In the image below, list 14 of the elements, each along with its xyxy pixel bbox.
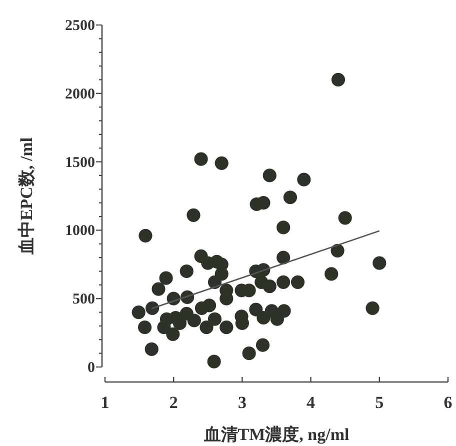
y-tick-label: 1500 [65,154,95,171]
x-tick-label: 1 [100,393,110,412]
y-tick-label: 2500 [65,18,95,34]
y-tick-label: 500 [72,292,95,308]
x-tick-label: 3 [238,393,246,412]
x-tick-label: 5 [375,393,384,412]
x-tick-label: 2 [169,393,178,412]
y-tick-label: 1000 [65,223,95,240]
x-tick-label: 4 [306,393,316,412]
x-tick-label: 6 [444,393,452,412]
y-tick-label: 2000 [65,86,95,102]
y-tick-label: 0 [88,360,95,376]
y-axis-title: 血中EPC数, /ml [17,137,36,256]
x-axis-title: 血清TM濃度, ng/ml [202,425,350,444]
